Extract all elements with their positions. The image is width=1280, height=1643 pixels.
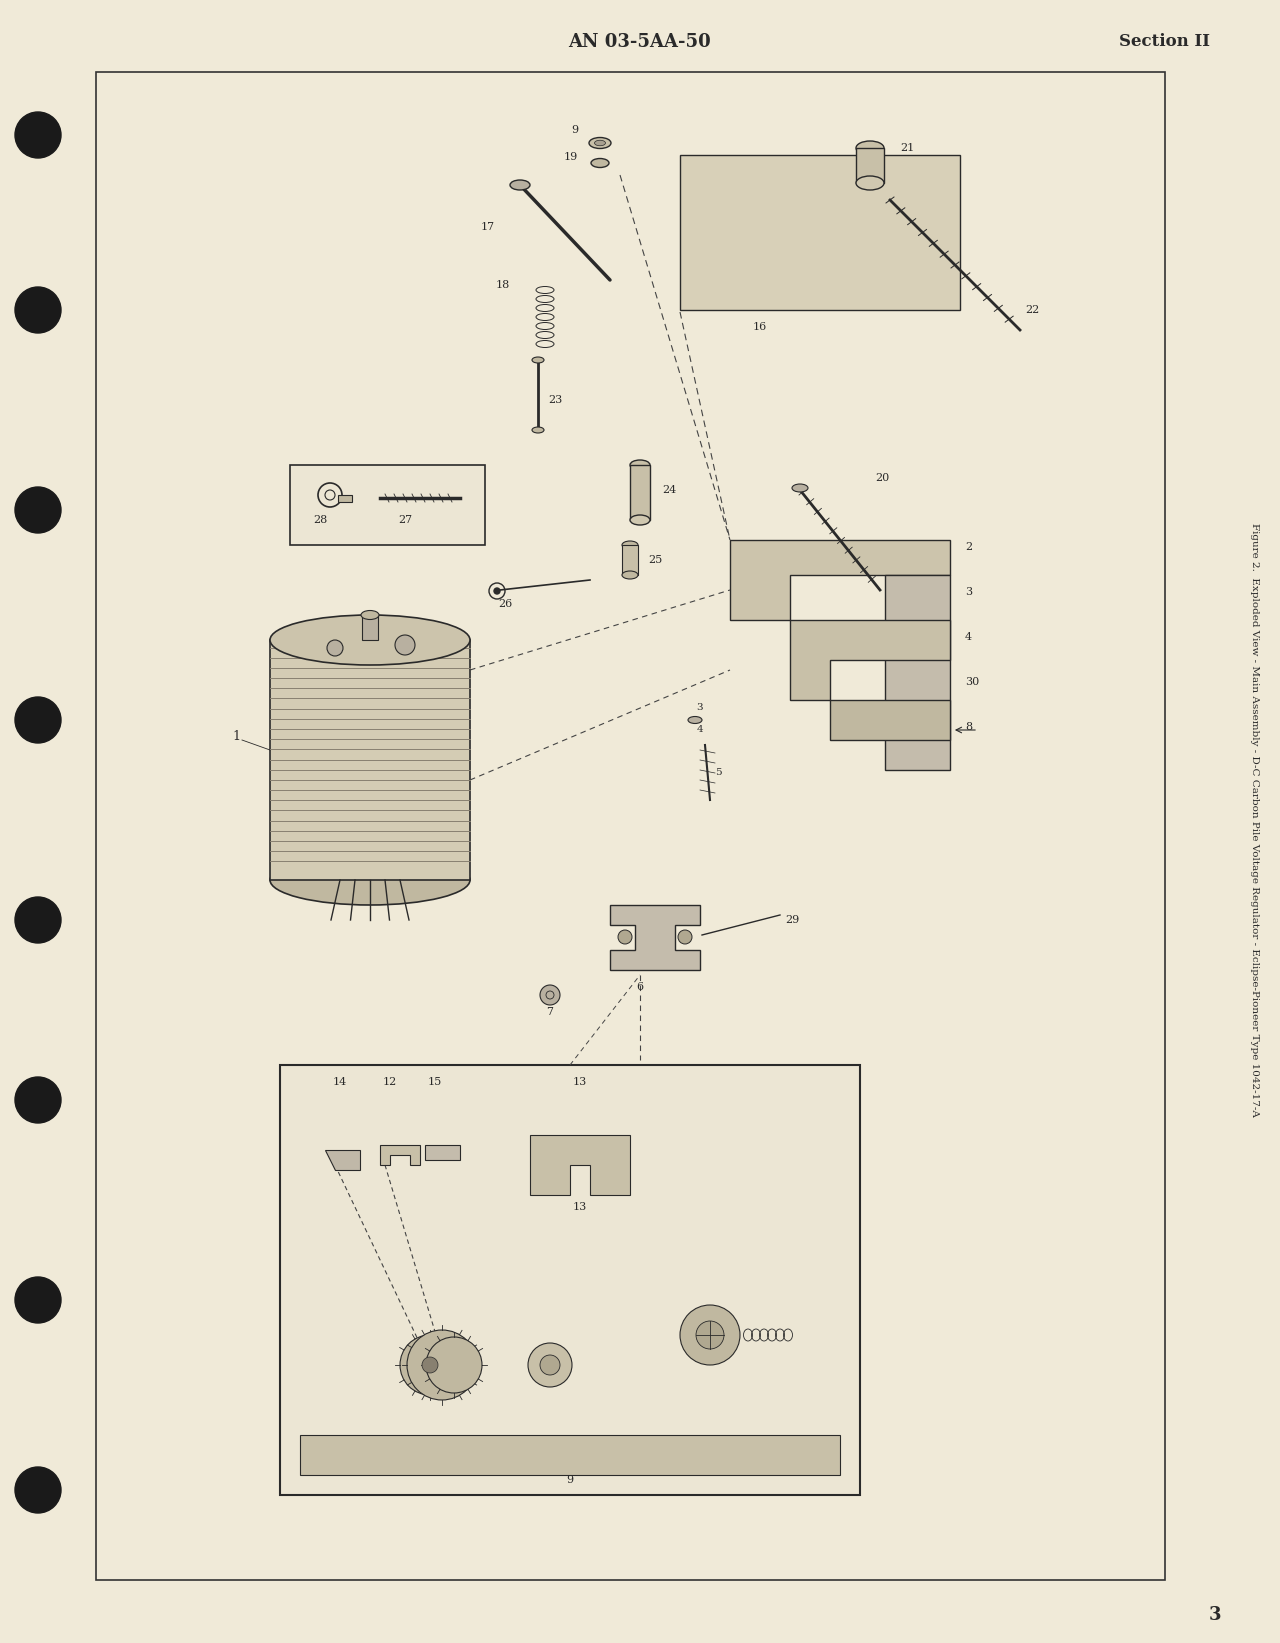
Bar bbox=[338, 495, 352, 503]
Text: 23: 23 bbox=[548, 394, 562, 406]
Bar bbox=[362, 614, 378, 641]
Circle shape bbox=[618, 930, 632, 945]
Circle shape bbox=[494, 588, 500, 595]
Text: 9: 9 bbox=[567, 1475, 573, 1485]
Circle shape bbox=[696, 1321, 724, 1349]
Circle shape bbox=[15, 697, 61, 743]
Text: 20: 20 bbox=[876, 473, 890, 483]
Bar bbox=[291, 465, 485, 545]
Circle shape bbox=[407, 1329, 477, 1400]
Ellipse shape bbox=[792, 485, 808, 491]
Ellipse shape bbox=[591, 158, 609, 168]
Ellipse shape bbox=[689, 716, 701, 723]
Text: 19: 19 bbox=[563, 153, 579, 163]
Bar bbox=[270, 641, 470, 881]
Polygon shape bbox=[730, 541, 950, 619]
Ellipse shape bbox=[622, 572, 637, 578]
Polygon shape bbox=[884, 575, 950, 771]
Circle shape bbox=[15, 1467, 61, 1513]
Text: 1: 1 bbox=[232, 729, 241, 743]
Ellipse shape bbox=[622, 541, 637, 549]
Ellipse shape bbox=[630, 460, 650, 470]
Circle shape bbox=[15, 486, 61, 532]
Polygon shape bbox=[325, 1150, 360, 1170]
Circle shape bbox=[15, 897, 61, 943]
Circle shape bbox=[540, 1355, 561, 1375]
Circle shape bbox=[15, 1078, 61, 1124]
Circle shape bbox=[529, 1342, 572, 1387]
Bar bbox=[280, 1065, 860, 1495]
Text: 18: 18 bbox=[495, 279, 509, 291]
Circle shape bbox=[15, 288, 61, 334]
Text: 22: 22 bbox=[1025, 306, 1039, 315]
Bar bbox=[856, 148, 884, 182]
Polygon shape bbox=[530, 1135, 630, 1194]
Text: 15: 15 bbox=[428, 1078, 442, 1088]
Text: 7: 7 bbox=[547, 1007, 553, 1017]
Circle shape bbox=[396, 634, 415, 656]
Bar bbox=[630, 465, 650, 519]
Polygon shape bbox=[380, 1145, 420, 1165]
Text: 10: 10 bbox=[422, 1467, 438, 1477]
Ellipse shape bbox=[270, 614, 470, 665]
Text: 13: 13 bbox=[573, 1203, 588, 1213]
Bar bbox=[622, 545, 637, 575]
Text: 21: 21 bbox=[900, 143, 914, 153]
Polygon shape bbox=[829, 700, 950, 739]
Text: Figure 2.  Exploded View - Main Assembly - D-C Carbon Pile Voltage Regulator - E: Figure 2. Exploded View - Main Assembly … bbox=[1251, 522, 1260, 1117]
Circle shape bbox=[678, 930, 692, 945]
Text: 16: 16 bbox=[753, 322, 767, 332]
Circle shape bbox=[399, 1336, 460, 1395]
Text: 6: 6 bbox=[636, 983, 644, 992]
Text: 25: 25 bbox=[648, 555, 662, 565]
Polygon shape bbox=[425, 1145, 460, 1160]
Text: 14: 14 bbox=[333, 1078, 347, 1088]
Polygon shape bbox=[790, 619, 950, 700]
Text: 26: 26 bbox=[498, 600, 512, 610]
Polygon shape bbox=[611, 905, 700, 969]
Text: 13: 13 bbox=[573, 1078, 588, 1088]
Circle shape bbox=[326, 641, 343, 656]
Circle shape bbox=[680, 1305, 740, 1365]
Text: AN 03-5AA-50: AN 03-5AA-50 bbox=[568, 33, 712, 51]
Text: Section II: Section II bbox=[1119, 33, 1210, 51]
Ellipse shape bbox=[589, 138, 611, 148]
Text: 30: 30 bbox=[965, 677, 979, 687]
Polygon shape bbox=[680, 154, 960, 311]
Text: 4: 4 bbox=[696, 725, 703, 734]
Text: 24: 24 bbox=[662, 485, 676, 495]
Text: 2: 2 bbox=[965, 542, 972, 552]
Circle shape bbox=[426, 1337, 483, 1393]
Text: 9: 9 bbox=[571, 125, 579, 135]
Text: 28: 28 bbox=[312, 514, 328, 526]
Text: 3: 3 bbox=[965, 587, 972, 596]
Circle shape bbox=[540, 986, 561, 1006]
Circle shape bbox=[422, 1357, 438, 1374]
Bar bbox=[96, 72, 1165, 1581]
Text: 12: 12 bbox=[383, 1078, 397, 1088]
Text: 3: 3 bbox=[696, 703, 703, 711]
Text: 3: 3 bbox=[1208, 1605, 1221, 1623]
Ellipse shape bbox=[856, 176, 884, 191]
Circle shape bbox=[15, 112, 61, 158]
Text: 11: 11 bbox=[543, 1467, 557, 1477]
Text: 5: 5 bbox=[716, 767, 722, 777]
Ellipse shape bbox=[361, 611, 379, 619]
Text: 29: 29 bbox=[785, 915, 799, 925]
Text: 8: 8 bbox=[965, 721, 972, 733]
Ellipse shape bbox=[532, 357, 544, 363]
Ellipse shape bbox=[630, 514, 650, 526]
Ellipse shape bbox=[594, 140, 605, 146]
Bar bbox=[300, 1434, 840, 1475]
Ellipse shape bbox=[856, 141, 884, 154]
Text: 17: 17 bbox=[481, 222, 495, 232]
Ellipse shape bbox=[270, 854, 470, 905]
Text: 27: 27 bbox=[398, 514, 412, 526]
Text: 4: 4 bbox=[965, 633, 972, 642]
Ellipse shape bbox=[532, 427, 544, 434]
Ellipse shape bbox=[509, 181, 530, 191]
Circle shape bbox=[15, 1277, 61, 1323]
